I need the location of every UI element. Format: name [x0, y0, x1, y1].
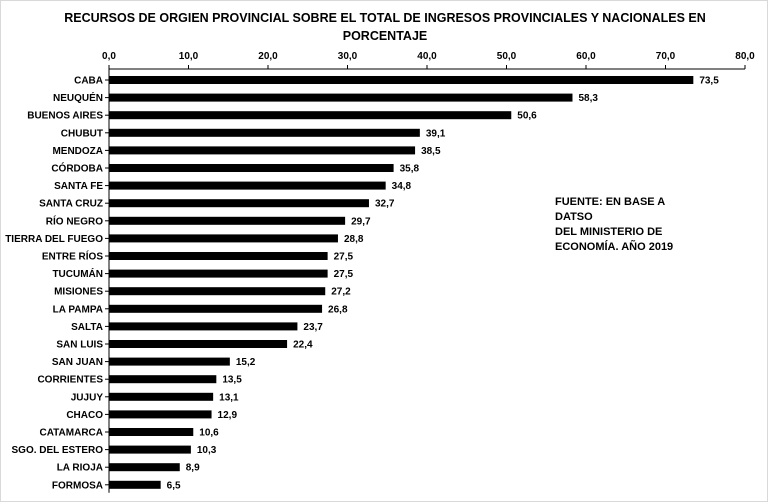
value-label: 13,1 [219, 392, 239, 403]
x-tick-label: 10,0 [179, 51, 199, 62]
x-tick-label: 80,0 [735, 51, 755, 62]
bar [109, 410, 212, 419]
category-label: LA RIOJA [57, 463, 103, 474]
value-label: 32,7 [375, 199, 395, 210]
category-label: CATAMARCA [39, 428, 103, 439]
value-label: 15,2 [236, 357, 256, 368]
bar [109, 164, 394, 172]
bar [109, 322, 298, 331]
bar [109, 392, 214, 401]
bar [109, 199, 369, 208]
category-label: JUJUY [71, 392, 104, 403]
bar [109, 287, 326, 296]
value-label: 27,5 [334, 269, 354, 280]
value-label: 29,7 [351, 216, 371, 227]
source-note-line-1: FUENTE: EN BASE A DATSO [555, 196, 665, 223]
bar [109, 128, 420, 137]
value-label: 27,2 [331, 287, 351, 298]
bar [109, 146, 416, 155]
x-tick-label: 70,0 [656, 51, 676, 62]
value-label: 50,6 [517, 111, 537, 122]
x-tick-label: 20,0 [258, 51, 278, 62]
value-label: 35,8 [400, 164, 420, 175]
value-label: 27,5 [334, 252, 354, 263]
category-label: CORRIENTES [37, 375, 103, 386]
category-label: TIERRA DEL FUEGO [5, 234, 103, 245]
bar [109, 216, 346, 225]
value-label: 8,9 [186, 463, 200, 474]
value-label: 58,3 [578, 93, 598, 104]
source-note-line-3: ECONOMÍA. AÑO 2019 [555, 241, 674, 253]
x-tick-label: 60,0 [576, 51, 596, 62]
bar [109, 234, 338, 243]
category-label: SANTA CRUZ [39, 199, 103, 210]
bar [109, 111, 512, 120]
value-label: 12,9 [218, 410, 238, 421]
value-label: 73,5 [699, 76, 719, 87]
bar [109, 252, 328, 260]
bar [109, 357, 230, 366]
category-label: SANTA FE [54, 181, 103, 192]
x-tick-label: 40,0 [417, 51, 437, 62]
category-label: CHUBUT [61, 128, 103, 139]
value-label: 13,5 [222, 375, 242, 386]
category-label: CABA [74, 76, 103, 87]
value-label: 10,3 [197, 445, 217, 456]
bar [109, 445, 191, 454]
x-tick-label: 0,0 [102, 51, 116, 62]
bar [109, 181, 386, 190]
value-label: 34,8 [392, 181, 412, 192]
category-label: SAN JUAN [52, 357, 103, 368]
value-label: 38,5 [421, 146, 441, 157]
value-label: 6,5 [167, 480, 181, 491]
category-label: SAN LUIS [56, 340, 103, 351]
value-label: 28,8 [344, 234, 364, 245]
bar [109, 304, 323, 313]
bar [109, 375, 217, 384]
category-label: TUCUMÁN [52, 267, 103, 280]
category-label: CÓRDOBA [51, 162, 103, 175]
bar [109, 340, 288, 348]
value-label: 39,1 [426, 128, 446, 139]
category-label: CHACO [66, 410, 103, 421]
category-label: ENTRE RÍOS [42, 250, 103, 263]
bars: CABA 73,5 NEUQUÉN 58,3 BUENOS AIRES 50,6 CHUBU… [5, 76, 719, 492]
category-label: RÍO NEGRO [46, 214, 103, 227]
chart-title: RECURSOS DE ORGIEN PROVINCIAL SOBRE EL T… [64, 11, 706, 43]
category-label: FORMOSA [52, 480, 103, 491]
source-note: FUENTE: EN BASE A DATSO DEL MINISTERIO D… [555, 195, 705, 255]
bar [109, 428, 194, 436]
value-label: 26,8 [328, 304, 348, 315]
category-label: SGO. DEL ESTERO [12, 445, 104, 456]
category-label: MISIONES [54, 287, 103, 298]
value-label: 23,7 [303, 322, 323, 333]
x-axis: 0,0 10,0 20,0 30,0 40,0 50,0 60,0 70,0 80,0 [102, 51, 755, 493]
bar [109, 463, 180, 472]
bar [109, 93, 573, 102]
category-label: LA PAMPA [53, 304, 103, 315]
value-label: 22,4 [293, 340, 313, 351]
bar [109, 76, 694, 84]
value-label: 10,6 [199, 428, 219, 439]
bar [109, 480, 161, 489]
x-tick-label: 30,0 [338, 51, 358, 62]
category-label: NEUQUÉN [53, 91, 103, 104]
category-label: SALTA [71, 322, 103, 333]
category-label: MENDOZA [52, 146, 103, 157]
category-label: BUENOS AIRES [27, 111, 103, 122]
x-tick-label: 50,0 [497, 51, 517, 62]
bar [109, 269, 328, 278]
source-note-line-2: DEL MINISTERIO DE [555, 226, 663, 238]
